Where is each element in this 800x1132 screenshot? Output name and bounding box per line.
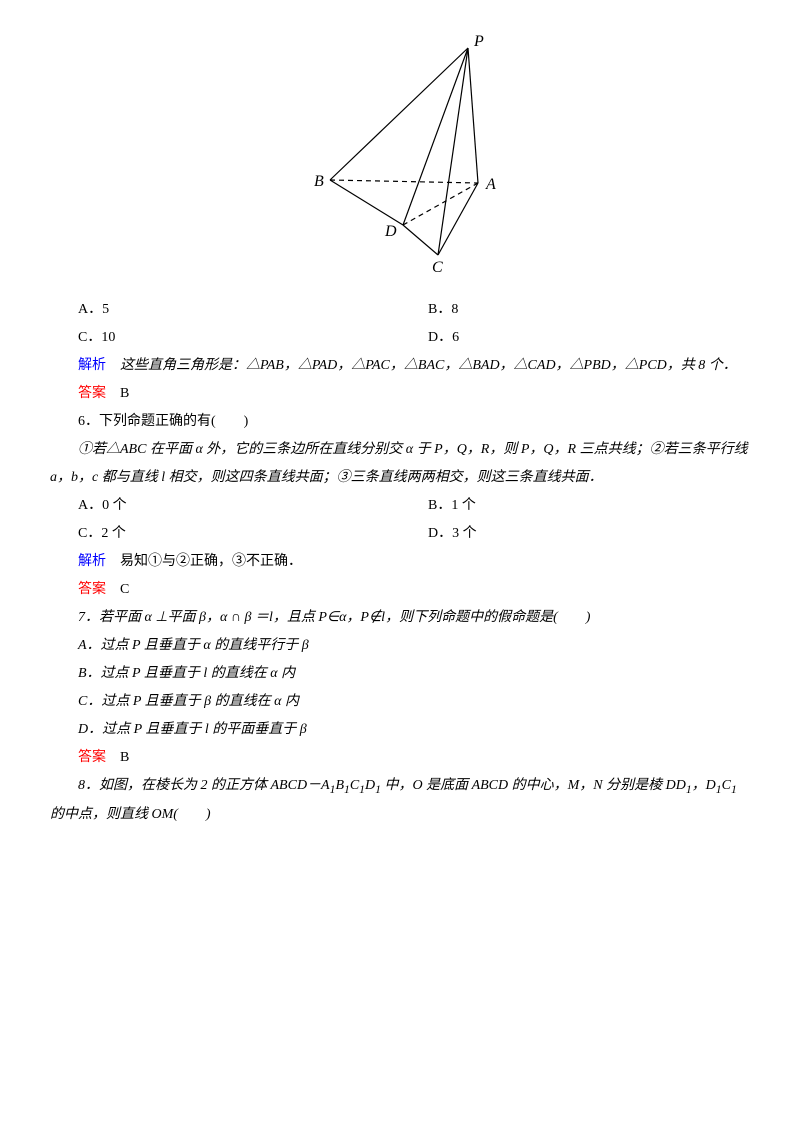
- q6-optC: C．2 个: [50, 520, 400, 548]
- q6-analysis-text: 易知①与②正确，③不正确．: [106, 554, 302, 569]
- label-P: P: [473, 33, 484, 50]
- q6-options-row1: A．0 个 B．1 个: [50, 492, 750, 520]
- q8-p6: ，D: [692, 778, 716, 793]
- q5-analysis-text: 这些直角三角形是：△PAB，△PAD，△PAC，△BAC，△BAD，△CAD，△…: [106, 358, 737, 373]
- q8-p3: C: [350, 778, 359, 793]
- q5-optD: D．6: [400, 324, 459, 352]
- q6-body: ①若△ABC 在平面 α 外，它的三条边所在直线分别交 α 于 P，Q，R，则 …: [50, 436, 750, 492]
- edge-BD: [330, 180, 403, 225]
- edge-PC: [438, 48, 468, 255]
- label-A: A: [485, 176, 496, 193]
- q7-optB: B．过点 P 且垂直于 l 的直线在 α 内: [50, 660, 750, 688]
- analysis-label: 解析: [78, 554, 106, 569]
- q5-options-row2: C．10 D．6: [50, 324, 750, 352]
- q8-p2: B: [335, 778, 344, 793]
- edge-PB: [330, 48, 468, 180]
- edge-DC: [403, 225, 438, 255]
- q8-p7: C: [722, 778, 731, 793]
- analysis-label: 解析: [78, 358, 106, 373]
- q6-stem: 6．下列命题正确的有( ): [50, 408, 750, 436]
- edge-PD: [403, 48, 468, 225]
- q7-optC: C．过点 P 且垂直于 β 的直线在 α 内: [50, 688, 750, 716]
- q8-p4: D: [365, 778, 375, 793]
- q6-answer-text: C: [106, 582, 129, 597]
- q7-optA: A．过点 P 且垂直于 α 的直线平行于 β: [50, 632, 750, 660]
- q5-optC: C．10: [50, 324, 400, 352]
- q7-answer-text: B: [106, 750, 129, 765]
- q6-options-row2: C．2 个 D．3 个: [50, 520, 750, 548]
- q6-optA: A．0 个: [50, 492, 400, 520]
- q5-analysis: 解析 这些直角三角形是：△PAB，△PAD，△PAC，△BAC，△BAD，△CA…: [50, 352, 750, 380]
- q5-answer: 答案 B: [50, 380, 750, 408]
- answer-label: 答案: [78, 750, 106, 765]
- q5-optA: A．5: [50, 296, 400, 324]
- label-C: C: [432, 259, 443, 275]
- answer-label: 答案: [78, 386, 106, 401]
- q7-optD: D．过点 P 且垂直于 l 的平面垂直于 β: [50, 716, 750, 744]
- q8-p8: 的中点，则直线 OM( ): [50, 807, 211, 822]
- q7-answer: 答案 B: [50, 744, 750, 772]
- q5-optB: B．8: [400, 296, 458, 324]
- edge-PA: [468, 48, 478, 183]
- q5-options-row1: A．5 B．8: [50, 296, 750, 324]
- q6-answer: 答案 C: [50, 576, 750, 604]
- pyramid-svg: P B A D C: [270, 30, 530, 275]
- q6-optD: D．3 个: [400, 520, 477, 548]
- q6-optB: B．1 个: [400, 492, 476, 520]
- q8-s7: 1: [731, 783, 737, 796]
- label-B: B: [314, 173, 324, 190]
- q8-p1: 8．如图，在棱长为 2 的正方体 ABCD－A: [78, 778, 330, 793]
- q7-stem: 7．若平面 α ⊥平面 β，α ∩ β ＝l，且点 P∈α，P∉l，则下列命题中…: [50, 604, 750, 632]
- q8-stem: 8．如图，在棱长为 2 的正方体 ABCD－A1B1C1D1 中，O 是底面 A…: [50, 772, 750, 829]
- pyramid-figure: P B A D C: [50, 30, 750, 286]
- q8-p5: 中，O 是底面 ABCD 的中心，M，N 分别是棱 DD: [381, 778, 686, 793]
- q5-answer-text: B: [106, 386, 129, 401]
- edge-BA: [330, 180, 478, 183]
- label-D: D: [384, 223, 397, 240]
- answer-label: 答案: [78, 582, 106, 597]
- q6-analysis: 解析 易知①与②正确，③不正确．: [50, 548, 750, 576]
